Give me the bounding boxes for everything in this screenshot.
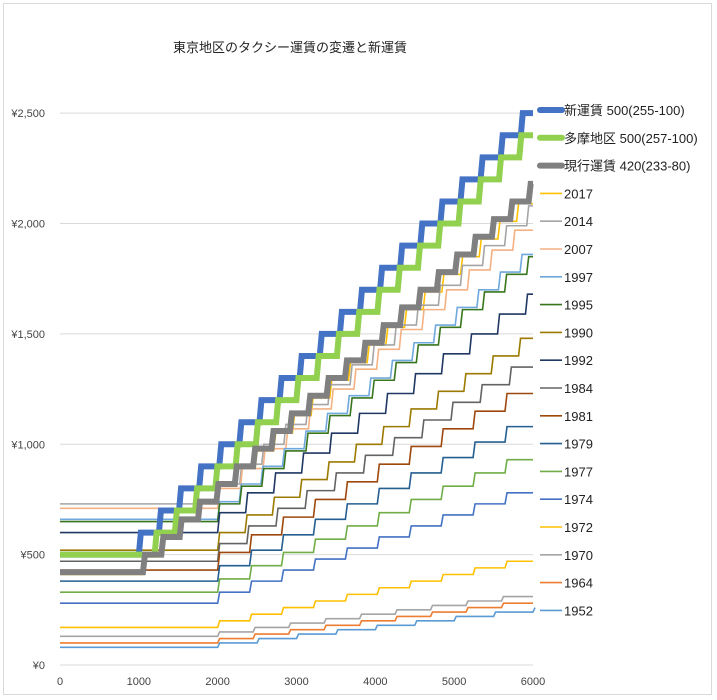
legend-label: 多摩地区 500(257-100) xyxy=(564,131,698,146)
series-line-1995 xyxy=(60,255,533,523)
series-line-1974 xyxy=(60,492,533,604)
series-line-1970 xyxy=(60,595,533,638)
y-tick-label: ¥2,500 xyxy=(10,108,45,120)
legend-item: 新運賃 500(255-100) xyxy=(537,103,685,118)
x-tick-label: 1000 xyxy=(127,676,151,688)
series-line-1952 xyxy=(60,607,536,649)
legend-label: 1952 xyxy=(564,603,593,618)
legend-label: 1981 xyxy=(564,409,593,424)
y-tick-label: ¥1,500 xyxy=(10,329,45,341)
legend-item: 1979 xyxy=(540,437,593,452)
series-line-1981 xyxy=(60,392,533,571)
x-tick-label: 0 xyxy=(57,676,63,688)
legend-item: 1970 xyxy=(540,548,593,563)
legend-label: 2017 xyxy=(564,186,593,201)
y-tick-label: ¥500 xyxy=(20,550,45,562)
legend-item: 1995 xyxy=(540,298,593,313)
series-line-1977 xyxy=(60,458,533,593)
legend-label: 新運賃 500(255-100) xyxy=(564,103,685,118)
legend-item: 1992 xyxy=(540,353,593,368)
legend-label: 1979 xyxy=(564,437,593,452)
legend-item: 1972 xyxy=(540,520,593,535)
legend-label: 1977 xyxy=(564,464,593,479)
x-tick-label: 6000 xyxy=(521,676,545,688)
series-line-1997 xyxy=(60,253,533,521)
series-line-多摩地区 xyxy=(60,132,533,558)
legend-label: 2014 xyxy=(564,214,593,229)
x-tick-label: 2000 xyxy=(205,676,229,688)
legend-item: 1981 xyxy=(540,409,593,424)
chart-title: 東京地区のタクシー運賃の変遷と新運賃 xyxy=(172,41,407,56)
x-tick-label: 5000 xyxy=(442,676,466,688)
legend-label: 1984 xyxy=(564,381,593,396)
legend-item: 多摩地区 500(257-100) xyxy=(537,131,698,146)
legend-item: 1984 xyxy=(540,381,593,396)
y-tick-label: ¥0 xyxy=(32,660,45,672)
legend-label: 1997 xyxy=(564,270,593,285)
legend-label: 2007 xyxy=(564,242,593,257)
legend-item: 2014 xyxy=(540,214,593,229)
legend-item: 1952 xyxy=(540,603,593,618)
y-tick-label: ¥1,000 xyxy=(10,439,45,451)
legend-item: 2007 xyxy=(540,242,593,257)
series-line-1990 xyxy=(60,337,533,552)
legend-item: 1990 xyxy=(540,325,593,340)
legend-label: 1974 xyxy=(564,492,593,507)
legend-label: 1995 xyxy=(564,298,593,313)
series-line-現行運賃 xyxy=(60,180,534,576)
legend-label: 1970 xyxy=(564,548,593,563)
series-line-1972 xyxy=(60,560,533,629)
legend-label: 1964 xyxy=(564,576,593,591)
legend-item: 2017 xyxy=(540,186,593,201)
legend-label: 1990 xyxy=(564,325,593,340)
series-line-1979 xyxy=(60,425,533,582)
chart-frame xyxy=(3,3,712,695)
series-line-1964 xyxy=(60,602,533,644)
legend-label: 1972 xyxy=(564,520,593,535)
series-line-2007 xyxy=(60,229,533,510)
legend-item: 1964 xyxy=(540,576,593,591)
legend-label: 現行運賃 420(233-80) xyxy=(564,159,690,174)
legend-item: 現行運賃 420(233-80) xyxy=(537,159,690,174)
x-tick-label: 3000 xyxy=(284,676,308,688)
legend-item: 1997 xyxy=(540,270,593,285)
series-line-1984 xyxy=(60,366,533,563)
x-tick-label: 4000 xyxy=(363,676,387,688)
legend-label: 1992 xyxy=(564,353,593,368)
series-line-1992 xyxy=(60,293,533,534)
y-tick-label: ¥2,000 xyxy=(10,219,45,231)
series-line-2014 xyxy=(60,205,533,505)
legend-item: 1977 xyxy=(540,464,593,479)
legend-item: 1974 xyxy=(540,492,593,507)
